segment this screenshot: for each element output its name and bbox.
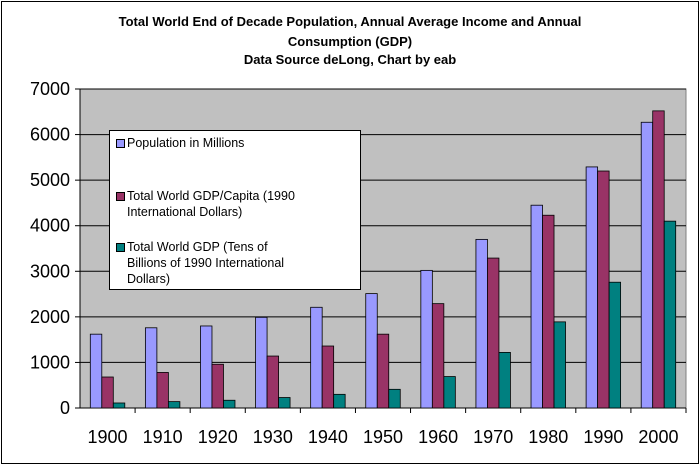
- x-tick-label: 1990: [583, 427, 623, 447]
- legend-label-total-gdp: Total World GDP (Tens of Billions of 199…: [127, 239, 357, 287]
- bar-1950-series-2: [376, 333, 390, 409]
- x-tick-label: 1920: [198, 427, 238, 447]
- bar-2000-series-3: [663, 220, 677, 409]
- bar-1990-series-1: [585, 166, 599, 409]
- x-tick-label: 1910: [143, 427, 183, 447]
- y-tick-label: 4000: [30, 216, 70, 236]
- legend-label-gdp-per-capita-line-2: International Dollars): [127, 205, 243, 219]
- legend-label-population: Population in Millions: [127, 135, 357, 151]
- chart-title-line-2: Consumption (GDP): [287, 34, 413, 49]
- legend-swatch-total-gdp: [116, 243, 125, 252]
- bar-1990-series-3: [608, 281, 622, 409]
- bar-1980-series-3: [553, 321, 566, 409]
- legend-label-total-gdp-line-2: Billions of 1990 International: [127, 256, 285, 270]
- legend-label-total-gdp-line-3: Dollars): [127, 272, 171, 286]
- bar-1940-series-1: [310, 306, 323, 409]
- bar-1960-series-1: [420, 269, 433, 409]
- bar-2000-series-1: [640, 121, 654, 409]
- bar-1960-series-3: [443, 376, 456, 409]
- bar-1940-series-2: [321, 345, 335, 409]
- bar-1900-series-3: [112, 402, 126, 409]
- legend-label-gdp-per-capita: Total World GDP/Capita (1990 Internation…: [127, 188, 357, 220]
- bar-1980-series-2: [542, 214, 555, 409]
- legend-label-total-gdp-line-1: Total World GDP (Tens of: [127, 240, 268, 254]
- bar-1970-series-1: [475, 238, 488, 409]
- legend-label-gdp-per-capita-line-1: Total World GDP/Capita (1990: [127, 189, 295, 203]
- y-tick-label: 7000: [30, 79, 70, 99]
- bar-1900-series-1: [89, 333, 103, 409]
- y-tick-label: 1000: [30, 352, 70, 372]
- y-tick-label: 0: [60, 398, 70, 418]
- x-tick-label: 1940: [308, 427, 348, 447]
- chart-title-line-1: Total World End of Decade Population, An…: [118, 14, 582, 29]
- bar-1920-series-1: [200, 325, 213, 409]
- bar-1900-series-2: [101, 376, 114, 409]
- bar-1920-series-3: [223, 399, 236, 409]
- bar-1930-series-1: [255, 316, 268, 409]
- bar-1930-series-2: [266, 355, 279, 409]
- y-tick-label: 5000: [30, 170, 70, 190]
- bar-1960-series-2: [431, 303, 445, 409]
- legend-swatch-gdp-per-capita: [116, 192, 125, 201]
- x-tick-label: 1950: [363, 427, 403, 447]
- x-tick-label: 2000: [638, 427, 678, 447]
- bar-1990-series-2: [597, 170, 610, 409]
- bar-2000-series-2: [652, 110, 665, 409]
- chart-subtitle: Data Source deLong, Chart by eab: [243, 52, 457, 67]
- y-tick-label: 2000: [30, 307, 70, 327]
- bar-1950-series-1: [365, 293, 378, 409]
- bar-1910-series-3: [167, 401, 181, 409]
- y-tick-label: 6000: [30, 125, 70, 145]
- x-tick-label: 1980: [528, 427, 568, 447]
- bar-1970-series-2: [487, 257, 500, 409]
- bar-1980-series-1: [530, 204, 543, 409]
- bar-1970-series-3: [498, 352, 511, 409]
- bar-1920-series-2: [211, 363, 224, 409]
- x-tick-label: 1970: [473, 427, 513, 447]
- legend-label-population-line-1: Population in Millions: [127, 136, 245, 150]
- bar-1940-series-3: [333, 393, 346, 409]
- x-tick-label: 1900: [88, 427, 128, 447]
- bar-1910-series-1: [144, 327, 158, 409]
- x-tick-label: 1960: [418, 427, 458, 447]
- legend: Population in Millions Total World GDP/C…: [109, 130, 361, 290]
- y-tick-label: 3000: [30, 261, 70, 281]
- legend-swatch-population: [116, 139, 125, 148]
- x-tick-label: 1930: [253, 427, 293, 447]
- bar-1950-series-3: [388, 388, 401, 409]
- bar-1930-series-3: [278, 397, 291, 409]
- bar-1910-series-2: [156, 372, 169, 409]
